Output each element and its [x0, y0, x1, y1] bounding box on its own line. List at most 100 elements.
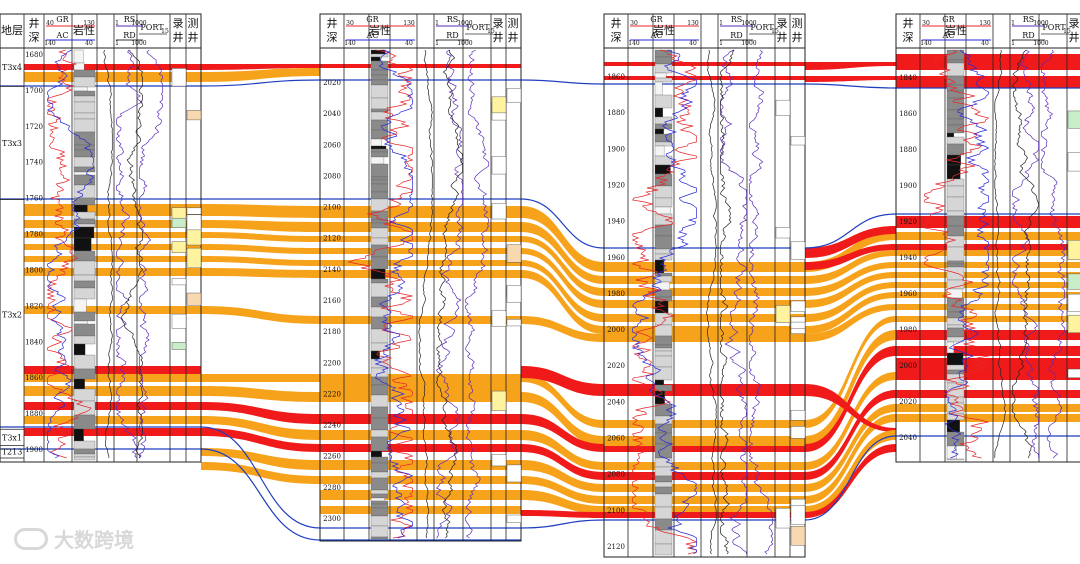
log-curve — [720, 49, 748, 555]
header-gr: GR — [650, 15, 663, 24]
header-rd: RD — [123, 31, 135, 40]
log-interpretation-box — [491, 310, 507, 327]
log-interpretation-box — [1067, 152, 1080, 172]
lithology-bed — [370, 282, 389, 298]
lithology-bed — [946, 143, 965, 156]
depth-label: 1840 — [25, 338, 43, 346]
correlation-band — [201, 68, 320, 82]
log-interpretation-box — [775, 99, 791, 116]
header-rs: RS — [1023, 15, 1035, 24]
rd-scale-left: 1 — [719, 40, 723, 47]
lithology-bed — [370, 97, 389, 110]
lithology-bed — [654, 155, 673, 166]
lithology-bed — [370, 536, 389, 540]
lithology-bed — [654, 141, 673, 147]
log-curve — [944, 49, 990, 459]
log-curve — [347, 49, 414, 539]
header-mudlog: 井 — [1069, 30, 1080, 44]
lithology-bed — [654, 128, 664, 135]
log-interpretation-box — [186, 247, 202, 268]
depth-label: 1800 — [25, 266, 43, 274]
log-curve — [631, 49, 698, 555]
lithology-bed — [73, 335, 96, 345]
lithology-bed — [654, 235, 673, 250]
lithology-bed — [73, 118, 96, 133]
lithology-bed — [946, 458, 965, 461]
depth-label: 2220 — [323, 390, 341, 398]
depth-label: 2120 — [323, 235, 341, 243]
boundary-line — [0, 448, 521, 541]
lithology-bed — [73, 260, 96, 276]
lithology-bed — [73, 428, 84, 442]
log-interpretation-box — [171, 313, 187, 329]
rd-scale-left: 1 — [1011, 40, 1015, 47]
gr-scale-left: 30 — [922, 20, 930, 27]
lithology-bed — [654, 72, 667, 79]
rd-scale-right: 1000 — [457, 40, 472, 47]
depth-label: 1860 — [607, 73, 625, 81]
port-scale-right: 15 — [161, 28, 169, 35]
reservoir-band — [604, 62, 805, 66]
lithology-bed — [654, 56, 673, 65]
lithology-bed — [654, 493, 673, 508]
rd-scale-left: 1 — [435, 40, 439, 47]
correlation-band — [201, 330, 896, 446]
depth-label: 1980 — [607, 290, 625, 298]
lithology-bed — [654, 347, 673, 352]
depth-label: 1840 — [899, 74, 917, 82]
log-curve — [115, 49, 143, 459]
depth-label: 1900 — [607, 145, 625, 153]
depth-label: 1780 — [25, 231, 43, 239]
reservoir-band — [896, 330, 1080, 340]
lithology-bed — [73, 95, 96, 103]
lithology-bed — [654, 350, 673, 357]
depth-label: 2040 — [899, 434, 917, 442]
log-interpretation-box — [775, 227, 791, 239]
reservoir-band — [24, 386, 201, 396]
port-scale-right: 15 — [487, 28, 495, 35]
lithology-bed — [370, 471, 389, 479]
rs-scale-right: 1000 — [741, 20, 756, 27]
header-gr: GR — [942, 15, 955, 24]
lithology-bed — [654, 213, 673, 226]
lithology-bed — [654, 415, 673, 425]
depth-label: 1700 — [25, 87, 43, 95]
lithology-bed — [654, 466, 673, 477]
lithology-bed — [654, 506, 673, 520]
lithology-bed — [946, 164, 961, 180]
reservoir-band — [896, 244, 1080, 250]
lithology-bed — [73, 448, 96, 455]
depth-label: 1900 — [899, 182, 917, 190]
lithology-bed — [73, 86, 88, 92]
log-interpretation-box — [491, 390, 507, 411]
depth-label: 2020 — [607, 362, 625, 370]
lithology-bed — [654, 133, 673, 143]
depth-label: 2080 — [607, 471, 625, 479]
lithology-bed — [370, 191, 389, 200]
lithology-bed — [654, 272, 673, 277]
log-interpretation-box — [790, 505, 806, 525]
reservoir-band — [24, 220, 201, 228]
depth-label: 2000 — [607, 326, 625, 334]
strata-label: T3x2 — [2, 310, 22, 319]
boundary-line — [0, 426, 1080, 529]
lithology-bed — [946, 109, 965, 120]
lithology-bed — [73, 298, 87, 313]
lithology-bed — [946, 369, 965, 375]
ac-scale-left: 140 — [44, 40, 56, 47]
lithology-bed — [946, 396, 965, 404]
correlation-band — [201, 390, 896, 480]
log-interpretation-box — [171, 207, 187, 219]
header-mudlog: 井 — [777, 30, 788, 44]
log-curve — [46, 49, 94, 459]
reservoir-band — [604, 288, 805, 296]
depth-label: 2020 — [323, 79, 341, 87]
lithology-bed — [946, 118, 965, 126]
header-depth: 井 — [29, 16, 40, 30]
log-interpretation-box — [171, 342, 187, 350]
lithology-bed — [370, 384, 389, 396]
header-gr: GR — [366, 15, 379, 24]
lithology-bed — [73, 166, 96, 173]
header-mudlog: 井 — [493, 30, 504, 44]
